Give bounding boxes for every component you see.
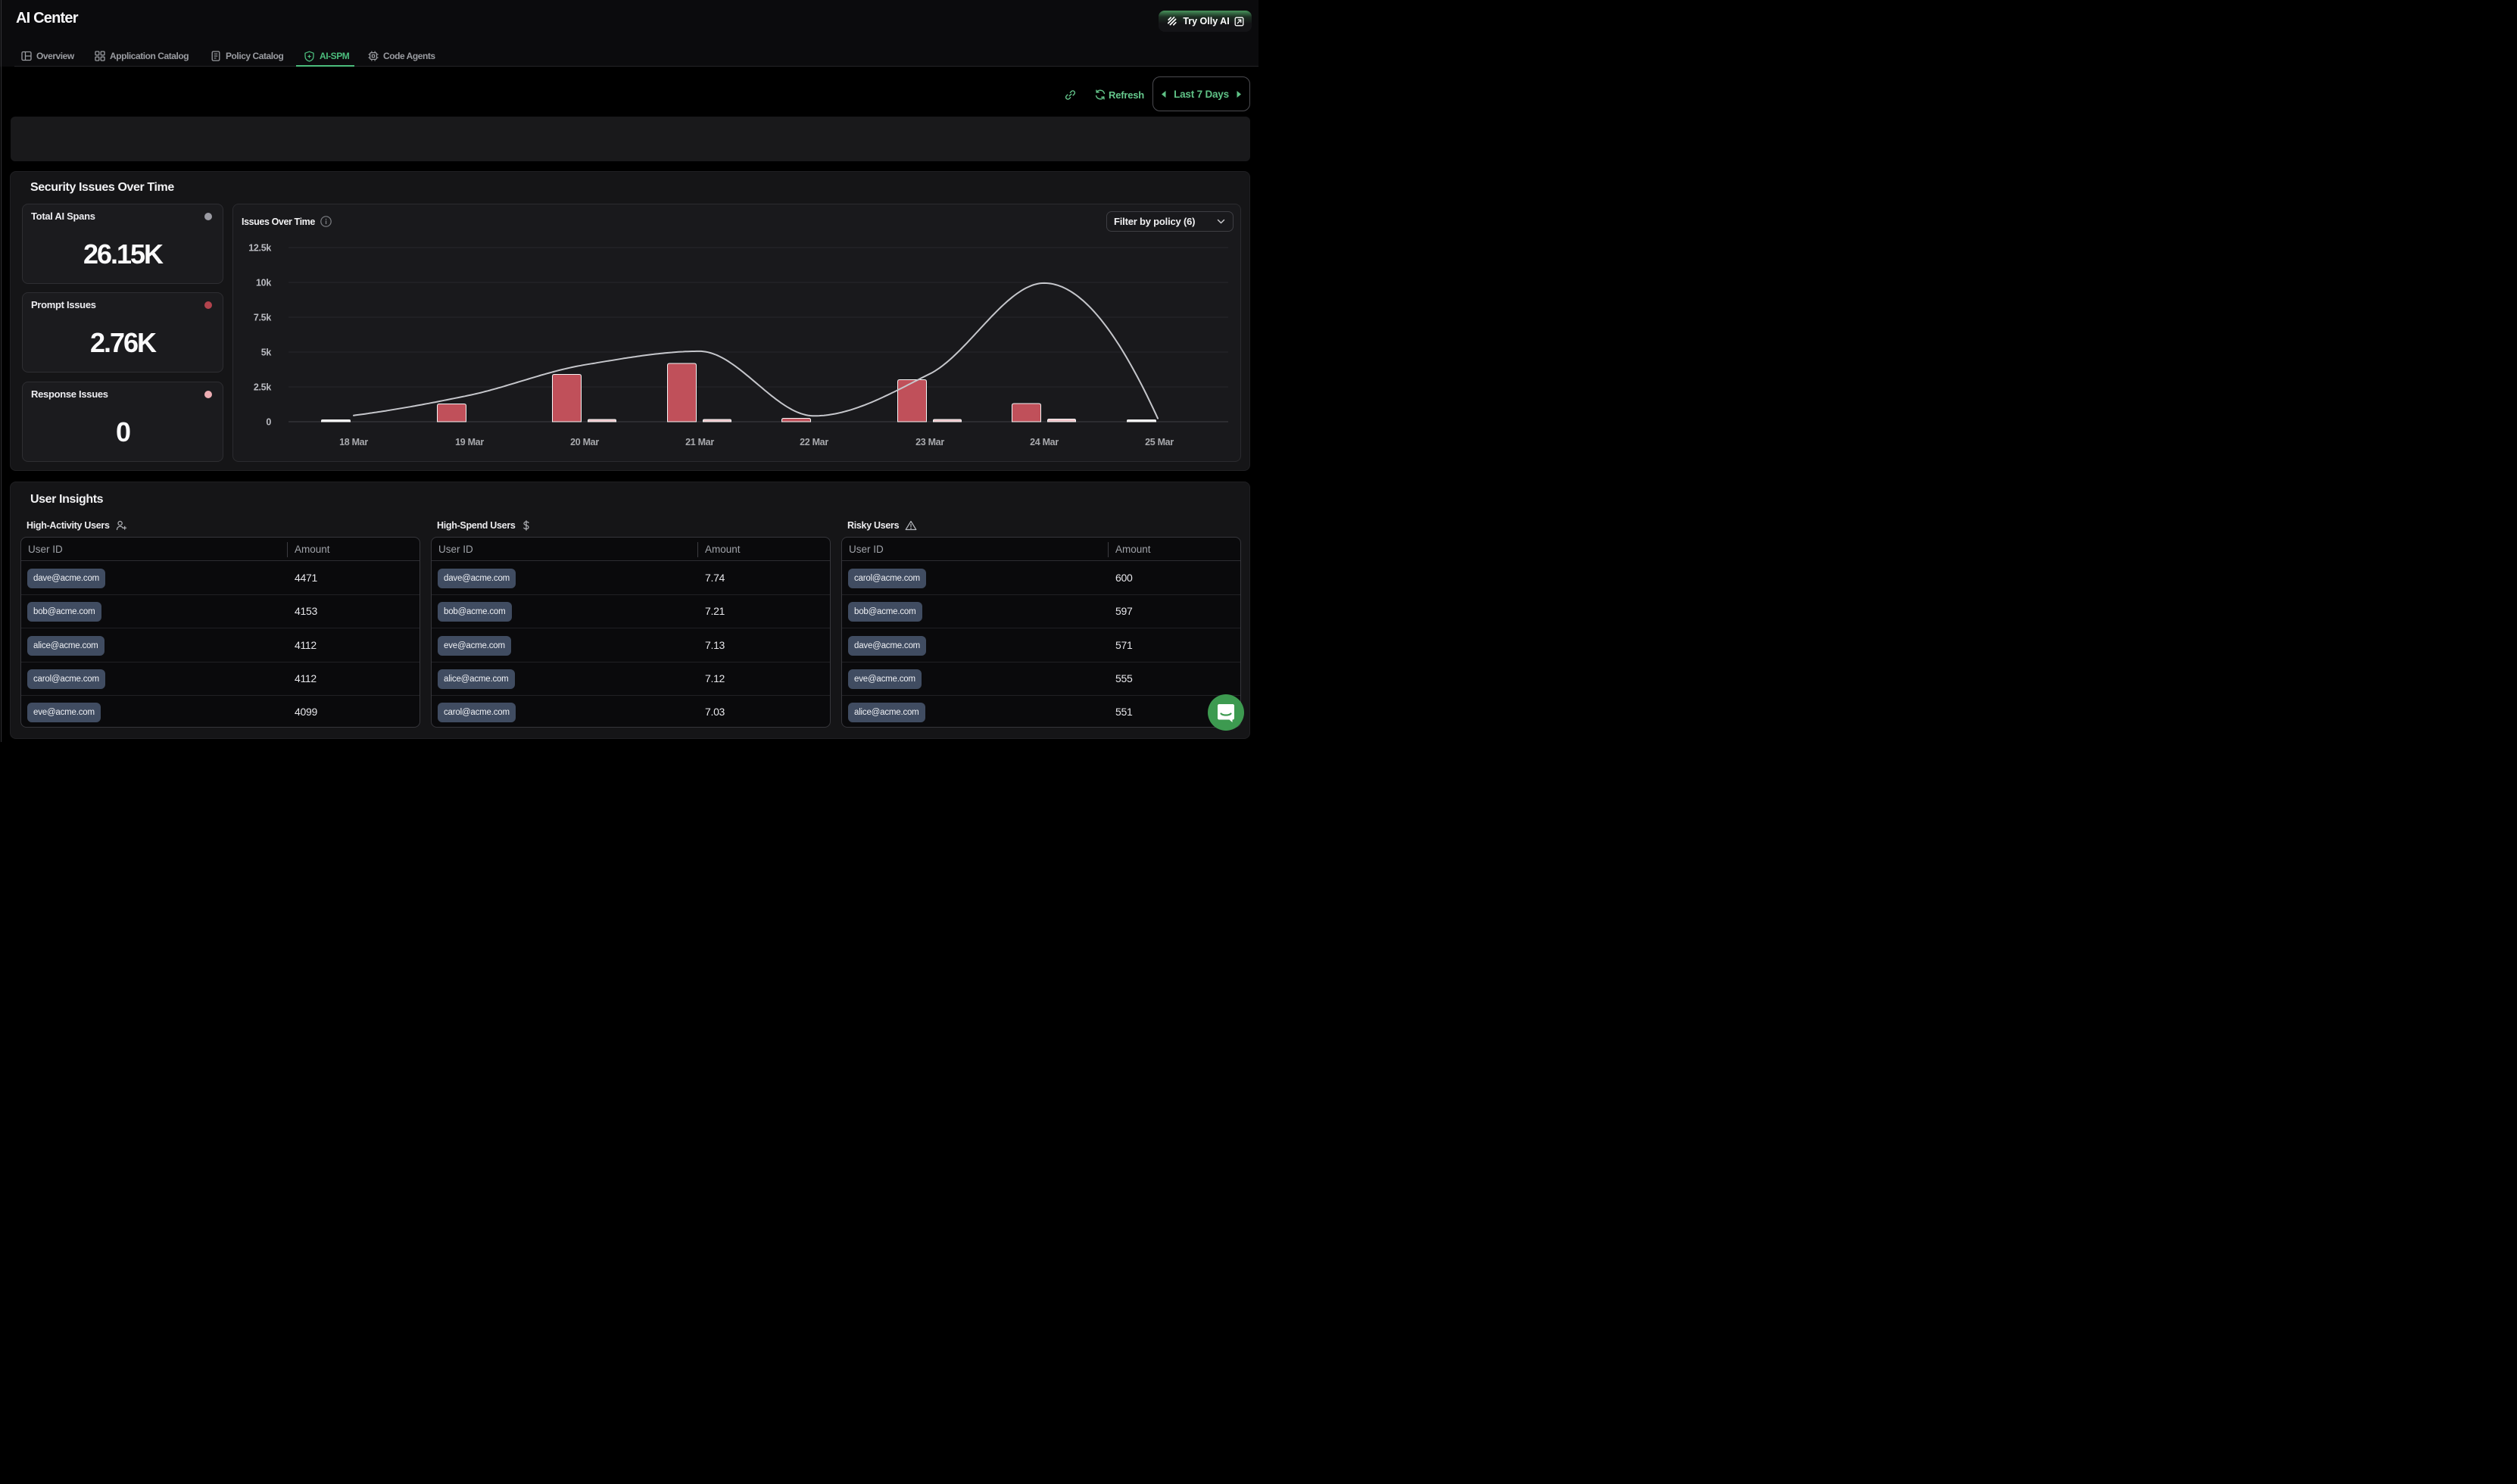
svg-text:7.5k: 7.5k <box>254 313 271 323</box>
svg-text:19 Mar: 19 Mar <box>455 437 484 447</box>
svg-text:25 Mar: 25 Mar <box>1145 437 1174 447</box>
svg-text:12.5k: 12.5k <box>248 243 271 254</box>
svg-text:10k: 10k <box>256 278 271 288</box>
svg-text:2.5k: 2.5k <box>254 382 271 393</box>
svg-text:5k: 5k <box>261 348 272 358</box>
svg-text:18 Mar: 18 Mar <box>339 437 368 447</box>
svg-text:24 Mar: 24 Mar <box>1030 437 1059 447</box>
svg-text:23 Mar: 23 Mar <box>915 437 944 447</box>
svg-text:22 Mar: 22 Mar <box>800 437 828 447</box>
svg-text:0: 0 <box>266 417 271 428</box>
svg-text:21 Mar: 21 Mar <box>685 437 714 447</box>
svg-text:20 Mar: 20 Mar <box>570 437 599 447</box>
